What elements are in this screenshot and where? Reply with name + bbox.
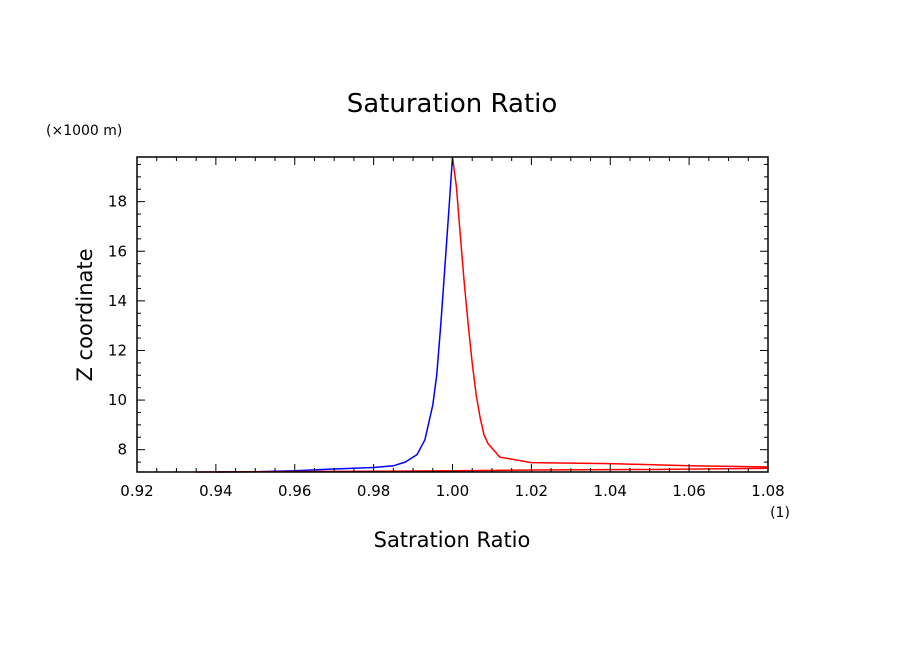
y-tick-label: 16 <box>108 242 127 260</box>
chart-title: Saturation Ratio <box>347 89 558 119</box>
x-tick-label: 0.96 <box>278 482 311 500</box>
plot-frame <box>136 156 769 473</box>
x-tick-label: 1.06 <box>672 482 705 500</box>
y-axis-unit: (×1000 m) <box>46 123 122 139</box>
x-axis-unit: (1) <box>770 505 790 521</box>
x-axis-label: Satration Ratio <box>374 528 531 552</box>
y-tick-label: 12 <box>108 341 127 359</box>
series-line-above-saturation <box>451 156 769 468</box>
x-tick-label: 0.92 <box>120 482 153 500</box>
series-line-below-saturation <box>215 156 454 473</box>
y-axis-label: Z coordinate <box>73 248 97 381</box>
y-tick-label: 14 <box>108 292 127 310</box>
x-tick-label: 1.04 <box>594 482 627 500</box>
x-tick-label: 1.02 <box>515 482 548 500</box>
x-tick-label: 0.98 <box>357 482 390 500</box>
y-tick-label: 10 <box>108 391 127 409</box>
x-tick-label: 0.94 <box>199 482 232 500</box>
tick-layer: 0.92 0.94 0.96 0.98 1.00 1.02 1.04 1.06 1.08 8 10 1… <box>108 157 785 500</box>
y-tick-label: 8 <box>117 441 127 459</box>
y-tick-label: 18 <box>108 193 127 211</box>
series-layer <box>196 156 769 473</box>
x-tick-label: 1.08 <box>751 482 784 500</box>
x-tick-label: 1.00 <box>436 482 469 500</box>
